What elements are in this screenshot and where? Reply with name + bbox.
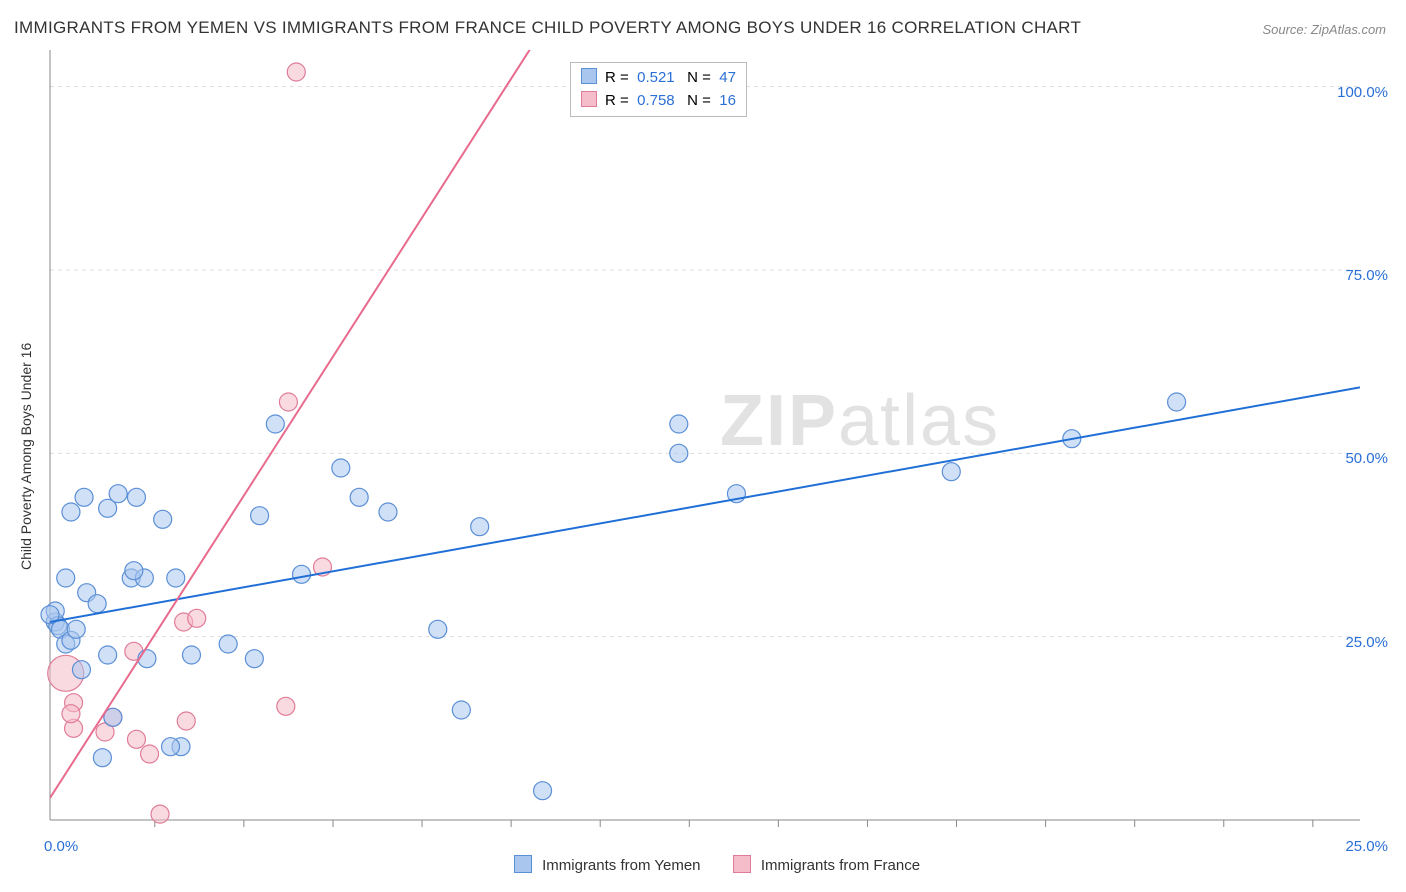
legend-swatch-yemen: [514, 855, 532, 873]
legend-label-france: Immigrants from France: [761, 857, 920, 874]
correlation-scatter-chart: [0, 0, 1406, 892]
y-tick-label: 50.0%: [1345, 450, 1388, 467]
correlation-stats-box: R = 0.521 N = 47R = 0.758 N = 16: [570, 62, 747, 117]
stat-row: R = 0.521 N = 47: [581, 67, 736, 90]
x-origin-label: 0.0%: [44, 838, 78, 855]
y-tick-label: 75.0%: [1345, 267, 1388, 284]
stat-row: R = 0.758 N = 16: [581, 90, 736, 113]
legend-label-yemen: Immigrants from Yemen: [542, 857, 700, 874]
legend: Immigrants from Yemen Immigrants from Fr…: [0, 855, 1406, 874]
legend-swatch-france: [733, 855, 751, 873]
x-end-label: 25.0%: [1345, 838, 1388, 855]
y-tick-label: 25.0%: [1345, 634, 1388, 651]
y-tick-label: 100.0%: [1337, 84, 1388, 101]
